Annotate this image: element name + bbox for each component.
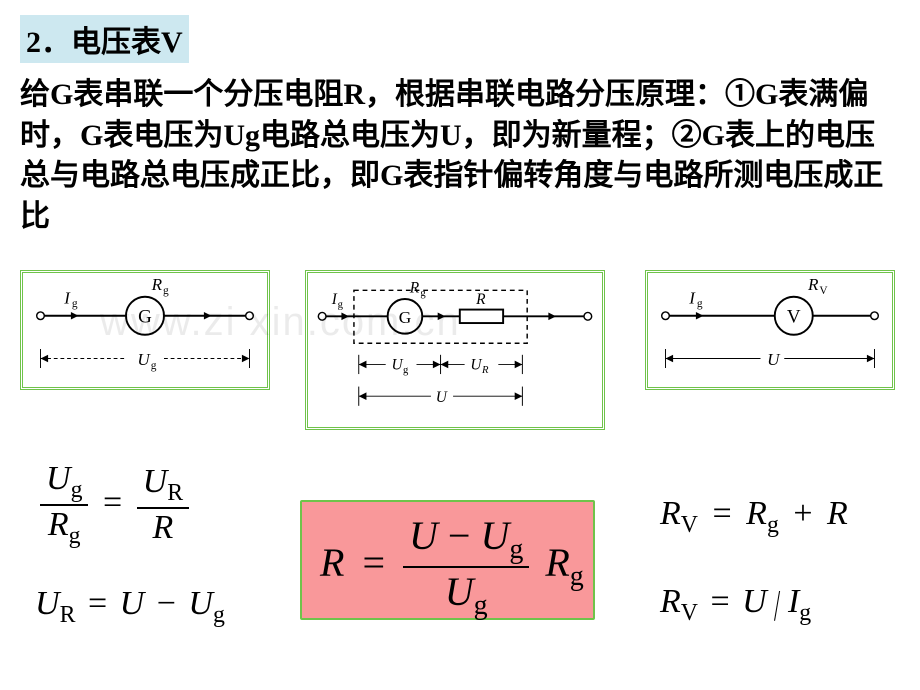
body-text: 给G表串联一个分压电阻R，根据串联电路分压原理：①G表满偏时，G表电压为Ug电路…: [20, 78, 883, 233]
circuit-diagram-galvanometer: I g G R g U g: [20, 270, 270, 390]
f3b-l-sub: V: [681, 600, 698, 626]
diagram-svg-2: I g G R g R U g U R U: [308, 273, 602, 427]
meter-label-g2: G: [399, 308, 412, 327]
f1a-num-r-sub: R: [167, 480, 183, 506]
svg-text:g: g: [420, 288, 426, 299]
circuit-diagram-voltmeter: I g V R V U: [645, 270, 895, 390]
f2-num2: U: [480, 513, 509, 558]
formula-ratio: Ug Rg = UR R: [40, 460, 189, 550]
body-paragraph: 给G表串联一个分压电阻R，根据串联电路分压原理：①G表满偏时，G表电压为Ug电路…: [20, 75, 900, 237]
meter-label-g: G: [138, 306, 152, 327]
f1a-num-r: U: [143, 463, 168, 500]
svg-text:U: U: [470, 356, 482, 373]
formula-main-r: R = U − Ug Ug Rg: [320, 512, 584, 622]
svg-text:R: R: [151, 275, 163, 294]
f2-num1: U: [409, 513, 438, 558]
u-label-d3: U: [767, 350, 781, 369]
f2-r: R: [545, 540, 569, 585]
f1b-l: U: [35, 585, 60, 622]
svg-text:R: R: [409, 279, 420, 296]
svg-text:g: g: [338, 300, 344, 311]
heading-text: 2．电压表V: [26, 26, 183, 59]
circuit-diagram-g-with-resistor: I g G R g R U g U R U: [305, 270, 605, 430]
f3b-r2-sub: g: [799, 600, 811, 626]
f2-den-sub: g: [474, 590, 488, 621]
f3a-r2: R: [827, 495, 848, 532]
f3b-l: R: [660, 583, 681, 620]
f1b-r2-sub: g: [213, 602, 225, 628]
meter-label-v: V: [787, 306, 801, 327]
svg-text:I: I: [63, 288, 71, 307]
f3a-r1: R: [746, 495, 767, 532]
f1a-den-r: R: [152, 509, 173, 546]
svg-text:V: V: [819, 285, 828, 297]
f2-den: U: [445, 569, 474, 614]
section-heading: 2．电压表V: [20, 15, 189, 63]
f1a-den-l-sub: g: [69, 523, 81, 549]
svg-text:R: R: [481, 365, 489, 376]
formula-ur: UR = U − Ug: [35, 585, 225, 629]
f3a-r1-sub: g: [767, 512, 779, 538]
resistor-label: R: [475, 291, 486, 308]
formula-rv-div: RV = U / Ig: [660, 580, 811, 631]
svg-text:g: g: [151, 360, 157, 372]
diagram-svg-1: I g G R g U g: [23, 273, 267, 387]
f1a-den-l: R: [48, 506, 69, 543]
f3b-r2: I: [788, 583, 799, 620]
u-total-label: U: [436, 389, 448, 406]
f1b-r1: U: [120, 585, 145, 622]
f2-l: R: [320, 540, 344, 585]
svg-text:U: U: [391, 356, 403, 373]
svg-text:g: g: [697, 298, 703, 310]
f3a-l: R: [660, 495, 681, 532]
f1a-num-l-sub: g: [71, 477, 83, 503]
svg-text:R: R: [807, 275, 819, 294]
diagram-svg-3: I g V R V U: [648, 273, 892, 387]
svg-text:g: g: [403, 365, 409, 376]
svg-text:U: U: [137, 350, 151, 369]
f2-num2-sub: g: [509, 534, 523, 565]
svg-text:g: g: [163, 285, 169, 297]
svg-text:I: I: [688, 288, 696, 307]
f3b-r1: U: [742, 583, 767, 620]
f1a-num-l: U: [46, 460, 71, 497]
f3a-l-sub: V: [681, 512, 698, 538]
f1b-l-sub: R: [60, 602, 76, 628]
svg-text:g: g: [72, 298, 78, 310]
f1b-r2: U: [188, 585, 213, 622]
formula-rv-sum: RV = Rg + R: [660, 495, 848, 539]
f2-r-sub: g: [570, 561, 584, 592]
